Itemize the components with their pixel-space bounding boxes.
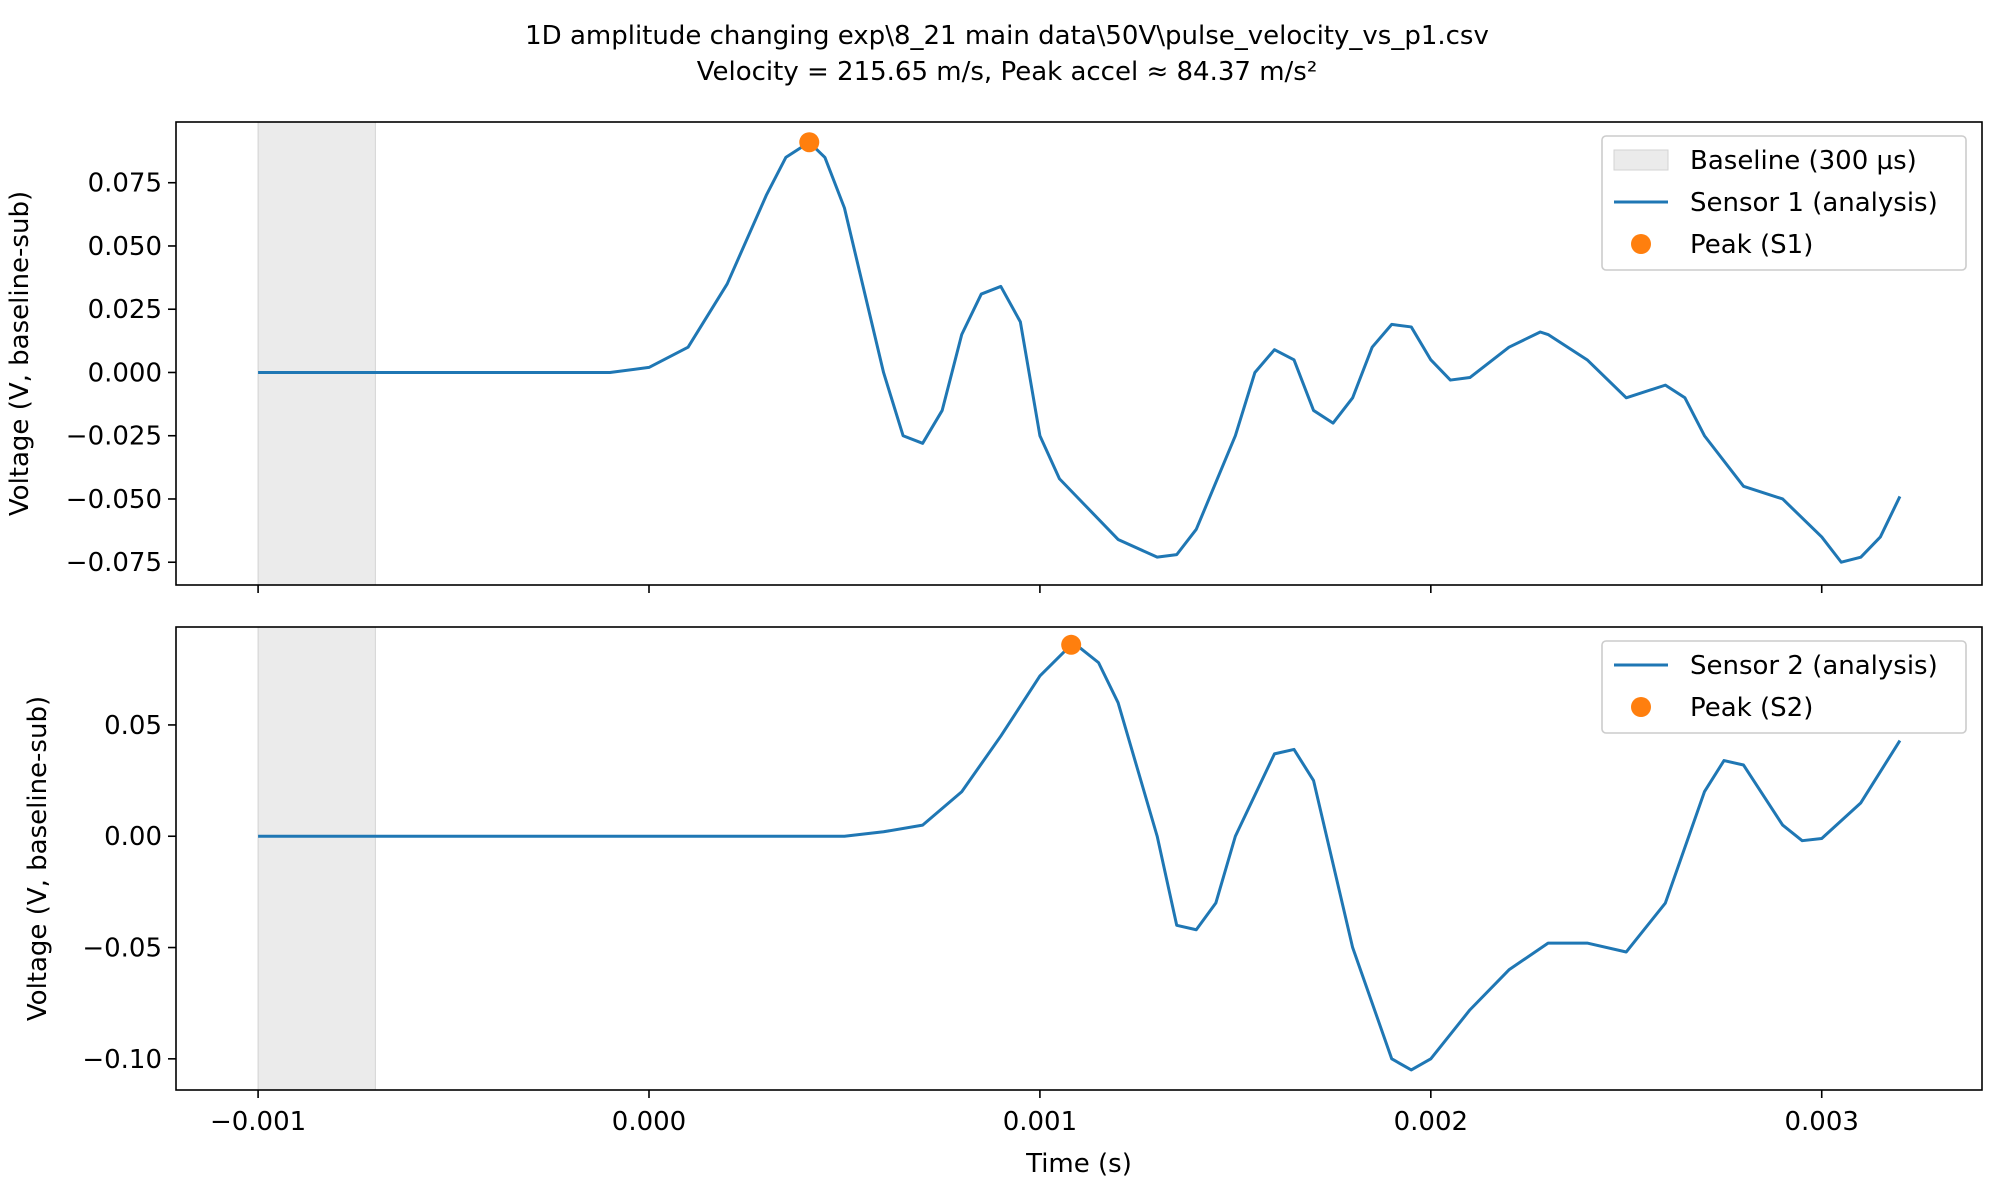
legend-label-series: Sensor 2 (analysis) — [1690, 651, 1938, 681]
y-tick-label: 0.00 — [104, 822, 162, 852]
legend-swatch-peak — [1631, 234, 1651, 254]
legend-label-peak: Peak (S1) — [1690, 230, 1813, 260]
x-tick-label: 0.003 — [1785, 1107, 1859, 1137]
y-tick-label: 0.050 — [88, 232, 162, 262]
y-axis-label: Voltage (V, baseline-sub) — [5, 191, 35, 516]
y-tick-label: 0.025 — [88, 295, 162, 325]
peak-marker-1 — [799, 132, 820, 153]
panel-sensor-1: −0.075 −0.050 −0.025 0.000 0.025 0.050 0.075 Vo… — [5, 121, 1983, 593]
y-tick-label: 0.05 — [104, 711, 162, 741]
x-tick-label: 0.001 — [1003, 1107, 1077, 1137]
legend-swatch-peak — [1631, 697, 1651, 717]
plot-frame — [175, 626, 1983, 1091]
legend: Baseline (300 µs) Sensor 1 (analysis) Peak… — [1601, 135, 1967, 271]
x-tick-label: −0.001 — [210, 1107, 306, 1137]
x-axis-label: Time (s) — [1025, 1149, 1132, 1179]
baseline-band — [257, 121, 376, 586]
legend-label-peak: Peak (S2) — [1690, 693, 1813, 723]
y-axis-label: Voltage (V, baseline-sub) — [23, 696, 53, 1021]
chart-title-line2: Velocity = 215.65 m/s, Peak accel ≈ 84.3… — [697, 57, 1318, 87]
legend-box — [1601, 135, 1967, 271]
y-tick-label: 0.000 — [88, 358, 162, 388]
legend-label-series: Sensor 1 (analysis) — [1690, 188, 1938, 218]
chart-title-line1: 1D amplitude changing exp\8_21 main data… — [525, 21, 1489, 51]
y-tick-label: −0.05 — [82, 934, 162, 964]
x-tick-label: 0.002 — [1394, 1107, 1468, 1137]
x-tick-label: 0.000 — [612, 1107, 686, 1137]
y-tick-label: −0.025 — [66, 422, 162, 452]
y-tick-label: −0.050 — [66, 485, 162, 515]
baseline-band — [257, 626, 376, 1091]
y-tick-label: −0.075 — [66, 548, 162, 578]
legend: Sensor 2 (analysis) Peak (S2) — [1601, 640, 1967, 734]
plot-frame — [175, 121, 1983, 586]
legend-box — [1601, 640, 1967, 734]
y-tick-label: −0.10 — [82, 1045, 162, 1075]
peak-marker-2 — [1061, 634, 1082, 655]
y-tick-label: 0.075 — [88, 169, 162, 199]
series-line-2 — [258, 643, 1902, 1072]
panel-sensor-2: −0.10 −0.05 0.00 0.05 −0.001 0.000 0.001 0.002 0… — [23, 626, 1983, 1179]
legend-swatch-baseline — [1613, 149, 1669, 171]
legend-label-baseline: Baseline (300 µs) — [1690, 146, 1917, 176]
